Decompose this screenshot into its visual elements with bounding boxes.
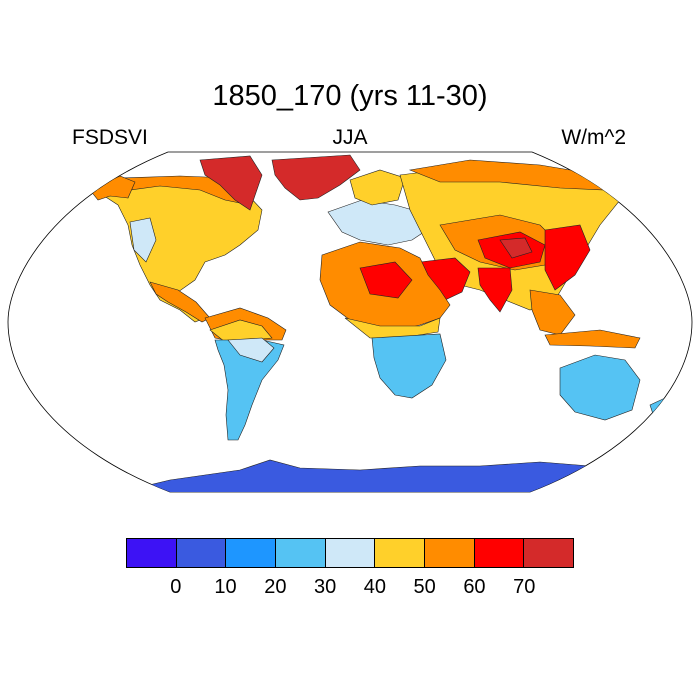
colorbar-swatch (276, 539, 326, 567)
units-label: W/m^2 (561, 126, 626, 149)
colorbar-tick-label: 30 (313, 576, 337, 598)
land-south-america-mid (227, 337, 275, 363)
land-south-america-south (214, 339, 285, 441)
colorbar-swatch (524, 539, 574, 567)
land-antarctica (8, 459, 692, 492)
land-indonesia (544, 329, 641, 349)
land-alaska (89, 175, 136, 201)
map-title: 1850_170 (yrs 11-30) (212, 80, 488, 112)
colorbar-swatch (425, 539, 475, 567)
colorbar-tick-label: 20 (264, 576, 287, 598)
land-greenland (271, 154, 361, 201)
variable-label: FSDSVI (72, 126, 148, 149)
land-india (477, 267, 513, 313)
colorbar-tick-label: 40 (363, 576, 386, 598)
colorbar-labels: 0 10 20 30 40 50 60 70 (126, 576, 574, 602)
colorbar-tick-label: 0 (170, 576, 182, 598)
colorbar-swatch (226, 539, 277, 567)
colorbar-tick-label: 70 (513, 576, 536, 598)
land-tibet-core (499, 237, 533, 259)
colorbar-swatch (176, 539, 227, 567)
colorbar-tick-label: 50 (413, 576, 436, 598)
colorbar-swatch (375, 539, 426, 567)
colorbar-tick-label: 10 (214, 576, 237, 598)
land-us-west (129, 217, 157, 263)
land-east-asia (544, 224, 591, 291)
land-australia (559, 354, 641, 421)
land-sahara-core (359, 261, 413, 299)
land-baffin (199, 155, 263, 211)
season-label: JJA (332, 126, 368, 149)
land-mexico (149, 281, 211, 323)
colorbar-tick-label: 60 (463, 576, 486, 598)
colorbar-swatch (474, 539, 525, 567)
colorbar-swatch (325, 539, 376, 567)
land-scandinavia (349, 169, 406, 206)
colorbar-swatch (127, 539, 177, 567)
land-southern-africa (371, 333, 447, 399)
colorbar (126, 538, 574, 568)
